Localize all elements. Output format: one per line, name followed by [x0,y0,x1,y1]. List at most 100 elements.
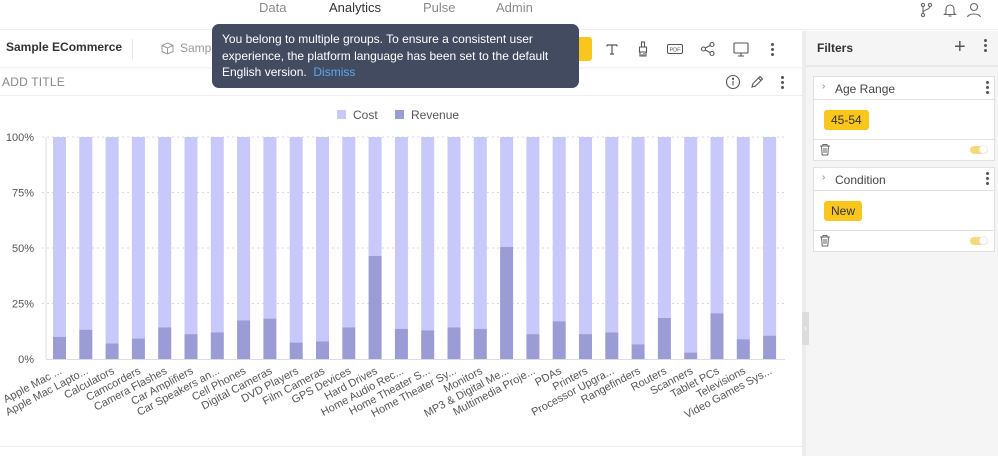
bar-revenue [184,334,198,359]
bar-revenue [447,327,461,359]
bar-revenue [421,330,435,359]
divider [0,446,802,447]
bar-cost [368,137,382,256]
share-icon[interactable] [699,40,717,58]
bar-revenue [684,352,698,359]
bar-cost [394,137,408,329]
bar-cost [631,137,645,345]
chart-svg: 0%25%50%75%100%Apple Mac ...Apple Mac La… [2,108,785,421]
filter-enabled-toggle[interactable] [970,236,988,245]
bar-cost [657,137,671,318]
legend-label: Revenue [411,108,459,122]
widget-title-bar: ADD TITLE [0,70,802,96]
dismiss-link[interactable]: Dismiss [313,65,356,79]
bar-cost [105,137,119,344]
bar-cost [473,137,487,329]
filter-value-chip[interactable]: 45-54 [824,110,869,130]
bar-revenue [342,327,356,359]
bar-cost [710,137,724,314]
y-tick-label: 100% [6,132,34,144]
bar-cost [500,137,514,247]
y-tick-label: 50% [12,243,34,255]
collapse-panel-handle[interactable]: › [802,312,809,345]
stacked-bar-chart: 0% 25% 50% 75% 100% Apple Mac ... Apple Mac La… [0,97,802,447]
y-tick-label: 25% [12,299,34,311]
filter-enabled-toggle[interactable] [970,145,988,154]
bar-revenue [131,338,145,359]
panel-divider [802,31,806,456]
filters-header: Filters + [806,31,998,67]
tab-pulse[interactable]: Pulse [423,0,456,15]
trash-icon[interactable] [819,143,831,156]
bar-revenue [105,343,119,359]
legend-swatch [395,110,404,119]
bar-revenue [500,246,514,359]
bar-revenue [736,339,750,359]
bell-icon[interactable] [942,2,958,18]
bar-revenue [605,332,619,359]
bar-cost [210,137,224,333]
bar-revenue [763,335,777,359]
user-icon[interactable] [966,2,982,18]
bar-revenue [473,328,487,359]
filter-label: Condition [835,173,886,187]
bar-revenue [79,329,93,359]
filter-body: New [814,191,994,231]
bar-revenue [631,344,645,359]
filter-body: 45-54 [814,100,994,140]
bar-cost [605,137,619,333]
bar-revenue [263,318,277,359]
tab-analytics[interactable]: Analytics [329,0,382,15]
chevron-right-icon[interactable]: › [822,172,826,183]
brush-icon[interactable] [634,40,652,58]
add-filter-button[interactable]: + [954,36,966,58]
filter-more-icon[interactable] [984,172,990,186]
filter-more-icon[interactable] [984,81,990,95]
bar-revenue [552,321,566,359]
tab-admin[interactable]: Admin [496,0,533,15]
bar-cost [579,137,592,335]
monitor-icon[interactable] [732,40,750,58]
filter-value-chip[interactable]: New [824,201,863,221]
more-icon[interactable] [763,40,781,58]
bar-revenue [289,342,303,359]
bar-revenue [316,341,329,359]
trash-icon[interactable] [819,234,831,247]
pdf-icon[interactable]: PDF [666,40,684,58]
filter-footer [814,231,994,251]
bar-cost [289,137,303,343]
bar-cost [53,137,66,337]
bar-cost [237,137,251,321]
tab-data[interactable]: Data [259,0,287,15]
bar-cost [184,137,198,335]
filters-panel: Filters + › Age Range 45-54 › Condition … [806,31,998,456]
filter-card-condition: › Condition New [813,167,995,252]
edit-icon[interactable] [749,74,765,90]
legend-label: Cost [353,108,378,122]
filters-more-icon[interactable] [982,39,988,57]
bar-cost [263,137,277,319]
cube-icon [161,42,174,55]
bar-revenue [368,255,382,359]
bar-cost [736,137,750,340]
branch-icon[interactable] [919,2,935,18]
y-tick-label: 75% [12,188,34,200]
svg-text:PDF: PDF [670,48,682,54]
filter-footer [814,140,994,160]
filters-title: Filters [817,41,854,55]
bar-cost [552,137,566,322]
filter-card-age-range: › Age Range 45-54 [813,76,995,161]
bar-revenue [158,327,172,359]
bar-cost [342,137,356,328]
info-icon[interactable] [725,74,741,90]
text-icon[interactable] [603,40,621,58]
filter-label: Age Range [835,82,896,96]
widget-more-icon[interactable] [774,74,790,90]
chevron-right-icon[interactable]: › [822,81,826,92]
bar-cost [79,137,93,330]
bar-revenue [210,332,224,359]
bar-cost [421,137,435,331]
widget-title-input[interactable]: ADD TITLE [2,75,65,89]
filter-header[interactable]: › Condition [814,168,994,191]
filter-header[interactable]: › Age Range [814,77,994,100]
